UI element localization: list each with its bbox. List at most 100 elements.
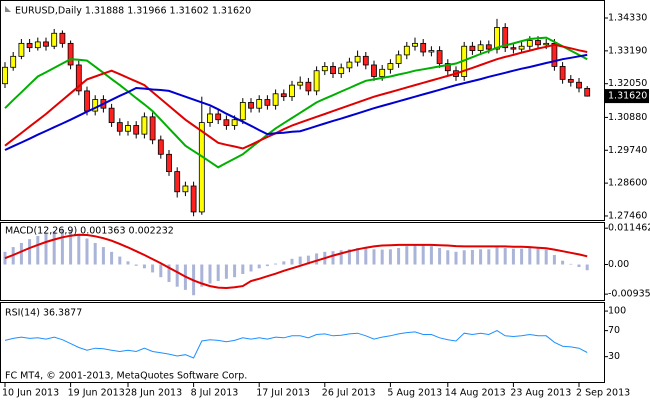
candle-body: [412, 42, 418, 47]
macd-histogram-bar: [421, 245, 425, 265]
candle-body: [444, 63, 451, 72]
y-tick-label: 30: [608, 351, 620, 362]
y-tick-label: 0.011462: [608, 223, 650, 234]
macd-histogram-bar: [44, 233, 48, 265]
candle-body: [494, 27, 500, 50]
macd-histogram-bar: [274, 263, 278, 265]
candle-body: [436, 50, 443, 64]
candle-body: [190, 185, 197, 213]
candle-body: [174, 171, 181, 193]
macd-histogram-bar: [290, 258, 294, 265]
y-tick-label: 1.32050: [608, 78, 647, 89]
macd-histogram-bar: [167, 264, 171, 282]
candle-body: [428, 50, 435, 53]
macd-panel-frame: [0, 222, 605, 301]
main-title: EURUSD,Daily 1.31888 1.31966 1.31602 1.3…: [15, 6, 251, 17]
y-tick-label: -0.009354: [608, 289, 650, 300]
candle-body: [51, 32, 58, 47]
candle-body: [149, 116, 156, 141]
symbol-icon: [5, 6, 11, 12]
macd-signal-line: [4, 233, 588, 290]
candle-body: [75, 64, 82, 92]
y-tick-label: 0.00: [608, 259, 629, 270]
candle-body: [379, 68, 386, 77]
macd-histogram-bar: [134, 264, 138, 266]
macd-histogram-bar: [208, 264, 212, 284]
macd-histogram-bar: [233, 264, 237, 278]
macd-histogram-bar: [364, 248, 368, 265]
moving-average-line: [4, 43, 588, 150]
macd-histogram-bar: [552, 255, 556, 265]
macd-histogram-bar: [118, 256, 122, 265]
last-price-box: [605, 89, 649, 104]
macd-histogram-bar: [142, 264, 146, 269]
macd-histogram-bar: [224, 264, 228, 279]
macd-histogram-bar: [339, 250, 343, 265]
macd-histogram-bar: [470, 249, 474, 265]
macd-histogram-bar: [544, 249, 548, 265]
plot-layer: 1.34330 1.33190 1.32050 1.30880 1.29740 1.286…: [2, 13, 650, 399]
y-tick-label: 1.34330: [608, 13, 647, 24]
candle-body: [2, 66, 8, 85]
macd-histogram-bar: [413, 244, 417, 265]
macd-histogram-bar: [388, 249, 392, 265]
rsi-title: RSI(14) 36.3877: [5, 308, 82, 319]
macd-histogram-bar: [36, 235, 40, 265]
macd-histogram-bar: [52, 231, 56, 265]
copyright-footer: FC MT4, © 2001-2013, MetaQuotes Software…: [5, 371, 247, 382]
macd-histogram-bar: [429, 246, 433, 265]
candle-body: [280, 93, 287, 98]
macd-histogram-bar: [372, 249, 376, 265]
candle-body: [198, 122, 205, 213]
macd-histogram-bar: [438, 248, 442, 265]
candle-body: [92, 99, 99, 112]
x-tick-label: 5 Aug 2013: [387, 388, 442, 399]
macd-histogram-bar: [60, 229, 64, 265]
candle-body: [125, 125, 131, 132]
macd-histogram-bar: [405, 246, 409, 265]
candle-body: [551, 42, 558, 67]
candle-body: [305, 81, 312, 92]
x-tick-label: 8 Jul 2013: [191, 388, 239, 399]
x-tick-label: 23 Aug 2013: [510, 388, 571, 399]
x-tick-label: 2 Sep 2013: [576, 388, 630, 399]
macd-histogram-bar: [561, 260, 565, 265]
candle-body: [297, 81, 304, 86]
candle-body: [34, 41, 41, 49]
candle-body: [395, 54, 402, 64]
macd-histogram-bar: [265, 264, 269, 267]
candle-body: [215, 113, 222, 121]
macd-histogram-bar: [101, 247, 105, 265]
candle-body: [567, 78, 574, 83]
macd-histogram-bar: [347, 249, 351, 265]
macd-histogram-bar: [159, 264, 163, 278]
candle-body: [576, 81, 582, 89]
candle-body: [59, 32, 66, 44]
candle-body: [535, 40, 541, 46]
rsi-line: [4, 330, 588, 359]
macd-histogram-bar: [315, 253, 319, 265]
candle-body: [403, 45, 410, 56]
candle-body: [272, 93, 279, 106]
macd-histogram-bar: [356, 248, 360, 265]
candle-body: [10, 55, 17, 68]
macd-histogram-bar: [126, 261, 130, 265]
macd-histogram-bar: [85, 238, 89, 265]
candle-body: [321, 66, 328, 72]
macd-histogram-bar: [569, 263, 573, 265]
macd-histogram-bar: [249, 264, 253, 272]
main-panel-frame: [0, 0, 605, 221]
macd-histogram-bar: [216, 264, 220, 281]
x-tick-label: 10 Jun 2013: [2, 388, 59, 399]
macd-histogram-bar: [77, 234, 81, 265]
macd-histogram-bar: [446, 250, 450, 265]
candle-body: [67, 42, 74, 66]
x-tick-label: 19 Jun 2013: [68, 388, 125, 399]
macd-title: MACD(12,26,9) 0.001363 0.002232: [5, 226, 174, 237]
x-tick-label: 26 Jul 2013: [322, 388, 376, 399]
macd-histogram-bar: [241, 264, 245, 275]
candle-body: [518, 45, 525, 50]
macd-histogram-bar: [110, 251, 114, 265]
rsi-panel-frame: [0, 302, 605, 383]
